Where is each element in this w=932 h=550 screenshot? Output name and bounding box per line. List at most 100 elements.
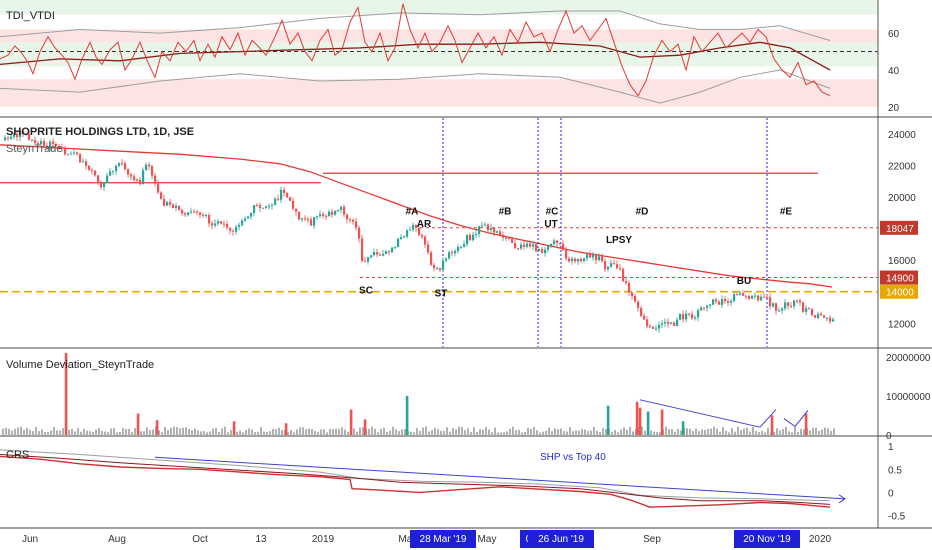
wyckoff-label: #D (636, 206, 649, 217)
volume-bar (221, 428, 223, 435)
candle-body (67, 154, 70, 156)
volume-bar (38, 431, 40, 435)
candle-body (367, 257, 370, 262)
price-y-tick: 12000 (888, 319, 916, 330)
volume-bar (650, 430, 652, 435)
volume-bar (722, 427, 724, 435)
volume-bar (356, 431, 358, 435)
volume-bar (20, 426, 22, 435)
volume-bar (68, 429, 70, 435)
volume-bar (224, 426, 226, 435)
volume-bar (488, 429, 490, 435)
volume-bar (776, 428, 778, 435)
volume-bar (56, 430, 58, 435)
date-badge-label: 26 Jun '19 (538, 534, 584, 545)
volume-bar (824, 427, 826, 435)
volume-bar (167, 430, 169, 435)
volume-bar (701, 429, 703, 435)
volume-bar (14, 428, 16, 435)
volume-pane[interactable]: 20000000100000000 (2, 353, 931, 442)
candle-body (517, 248, 520, 250)
candle-body (763, 296, 766, 298)
candle-body (349, 219, 352, 221)
volume-bar (395, 429, 397, 435)
crs-line (0, 455, 831, 508)
volume-bar (656, 432, 658, 435)
candle-body (4, 137, 7, 141)
volume-bar (119, 432, 121, 435)
candle-body (337, 209, 340, 211)
volume-bar (335, 428, 337, 435)
candle-body (259, 205, 262, 209)
candle-body (298, 211, 301, 220)
volume-bar (332, 429, 334, 435)
volume-bar (242, 432, 244, 435)
candle-body (307, 218, 310, 220)
tdi-pane[interactable]: 60 40 20 (0, 0, 900, 114)
volume-bar (92, 431, 94, 435)
volume-bar (362, 427, 364, 435)
volume-bar (482, 429, 484, 435)
candle-body (727, 301, 730, 303)
candle-body (49, 141, 52, 150)
date-badge-label: 20 Nov '19 (743, 534, 791, 545)
volume-bar (461, 427, 463, 435)
candle-body (235, 226, 238, 232)
volume-bar (299, 427, 301, 435)
x-tick-label: 13 (255, 534, 267, 545)
volume-bar (98, 428, 100, 435)
volume-bar (809, 430, 811, 435)
price-pane[interactable]: #A AR #B #C UT #D LPSY #E BU SC ST 24000 22000 20000 1… (0, 118, 918, 347)
candle-body (160, 192, 163, 199)
volume-bar (128, 429, 130, 435)
candle-body (469, 234, 472, 241)
volume-bar (449, 431, 451, 435)
volume-bar (812, 428, 814, 435)
candle-body (751, 295, 754, 299)
volume-bar (101, 430, 103, 435)
candle-body (628, 282, 631, 293)
volume-bar (542, 431, 544, 435)
tdi-y-tick: 20 (888, 103, 900, 114)
candle-body (70, 153, 73, 155)
volume-bar (413, 432, 415, 435)
candle-body (796, 300, 799, 302)
tdi-band-lower (0, 69, 831, 104)
volume-bar (251, 429, 253, 435)
crs-pane[interactable]: 1 0.5 0 -0.5 (0, 442, 906, 522)
volume-bar (149, 430, 151, 435)
candle-body (520, 244, 523, 249)
volume-bar (467, 428, 469, 435)
candle-body (691, 314, 694, 319)
candle-body (277, 198, 280, 200)
candle-body (658, 324, 661, 329)
volume-bar (377, 432, 379, 435)
volume-bar (131, 431, 133, 435)
candle-body (199, 212, 202, 215)
volume-bar (518, 429, 520, 435)
candle-body (685, 313, 688, 320)
candle-body (127, 169, 130, 175)
volume-bar (620, 429, 622, 435)
candle-body (148, 164, 151, 167)
volume-bar (464, 430, 466, 435)
tdi-fast-line (0, 3, 831, 97)
volume-bar (752, 426, 754, 435)
volume-bar (380, 428, 382, 435)
candle-body (463, 244, 466, 247)
volume-bar (794, 426, 796, 435)
volume-spike (638, 407, 642, 435)
candle-body (334, 210, 337, 215)
volume-bar (596, 430, 598, 435)
price-badge (880, 270, 918, 285)
tdi-band-upper (0, 10, 831, 41)
volume-bar (494, 427, 496, 435)
candle-body (610, 263, 613, 267)
volume-spike (770, 415, 774, 435)
candle-body (319, 214, 322, 217)
ma200-line (0, 144, 833, 288)
candle-body (187, 212, 190, 215)
volume-bar (710, 428, 712, 435)
candle-body (766, 297, 769, 299)
candle-body (340, 206, 343, 210)
